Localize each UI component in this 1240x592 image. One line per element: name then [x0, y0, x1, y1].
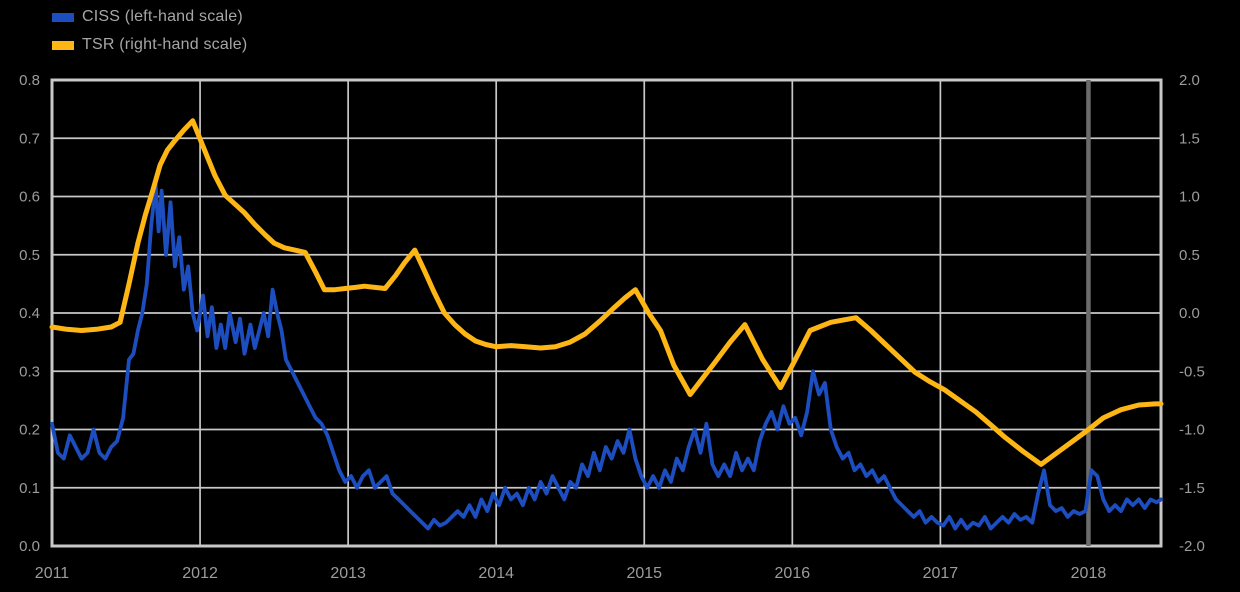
left-axis-tick-label: 0.8: [19, 72, 40, 89]
x-axis-tick-label: 2015: [626, 565, 662, 582]
right-axis-tick-label: 1.0: [1179, 189, 1200, 206]
ciss-line: [50, 183, 1163, 531]
right-axis-tick-label: -0.5: [1179, 363, 1205, 380]
tsr-line-swatch: [52, 40, 74, 50]
left-axis-tick-label: 0.0: [19, 538, 40, 555]
right-axis-tick-label: -1.5: [1179, 480, 1205, 497]
legend-item-tsr: TSR (right-hand scale): [52, 33, 247, 57]
x-axis-tick-label: 2018: [1071, 565, 1107, 582]
x-axis-tick-label: 2017: [923, 565, 959, 582]
x-axis-tick-label: 2014: [478, 565, 514, 582]
legend-label-tsr: TSR (right-hand scale): [82, 36, 248, 53]
legend-item-ciss: CISS (left-hand scale): [52, 5, 247, 29]
right-axis-tick-label: -1.0: [1179, 422, 1205, 439]
left-axis-tick-label: 0.3: [19, 363, 40, 380]
x-axis-tick-label: 2016: [775, 565, 811, 582]
left-axis-tick-label: 0.4: [19, 305, 40, 322]
chart-legend: CISS (left-hand scale) TSR (right-hand s…: [52, 5, 247, 61]
left-axis-tick-label: 0.7: [19, 130, 40, 147]
right-axis-tick-label: -2.0: [1179, 538, 1205, 555]
tsr-line: [49, 118, 1164, 467]
x-axis-tick-label: 2012: [182, 565, 218, 582]
left-axis-tick-label: 0.1: [19, 480, 40, 497]
left-axis-tick-label: 0.6: [19, 189, 40, 206]
left-axis-tick-label: 0.2: [19, 422, 40, 439]
plot-border: [50, 78, 1163, 548]
right-axis-tick-label: 1.5: [1179, 130, 1200, 147]
right-axis-tick-label: 0.5: [1179, 247, 1200, 264]
x-axis-tick-label: 2013: [330, 565, 366, 582]
right-axis-tick-label: 2.0: [1179, 72, 1200, 89]
x-axis-tick-label: 2011: [35, 565, 70, 582]
legend-label-ciss: CISS (left-hand scale): [82, 8, 243, 25]
right-axis-tick-label: 0.0: [1179, 305, 1200, 322]
ciss-line-swatch: [52, 12, 74, 22]
left-axis-tick-label: 0.5: [19, 247, 40, 264]
